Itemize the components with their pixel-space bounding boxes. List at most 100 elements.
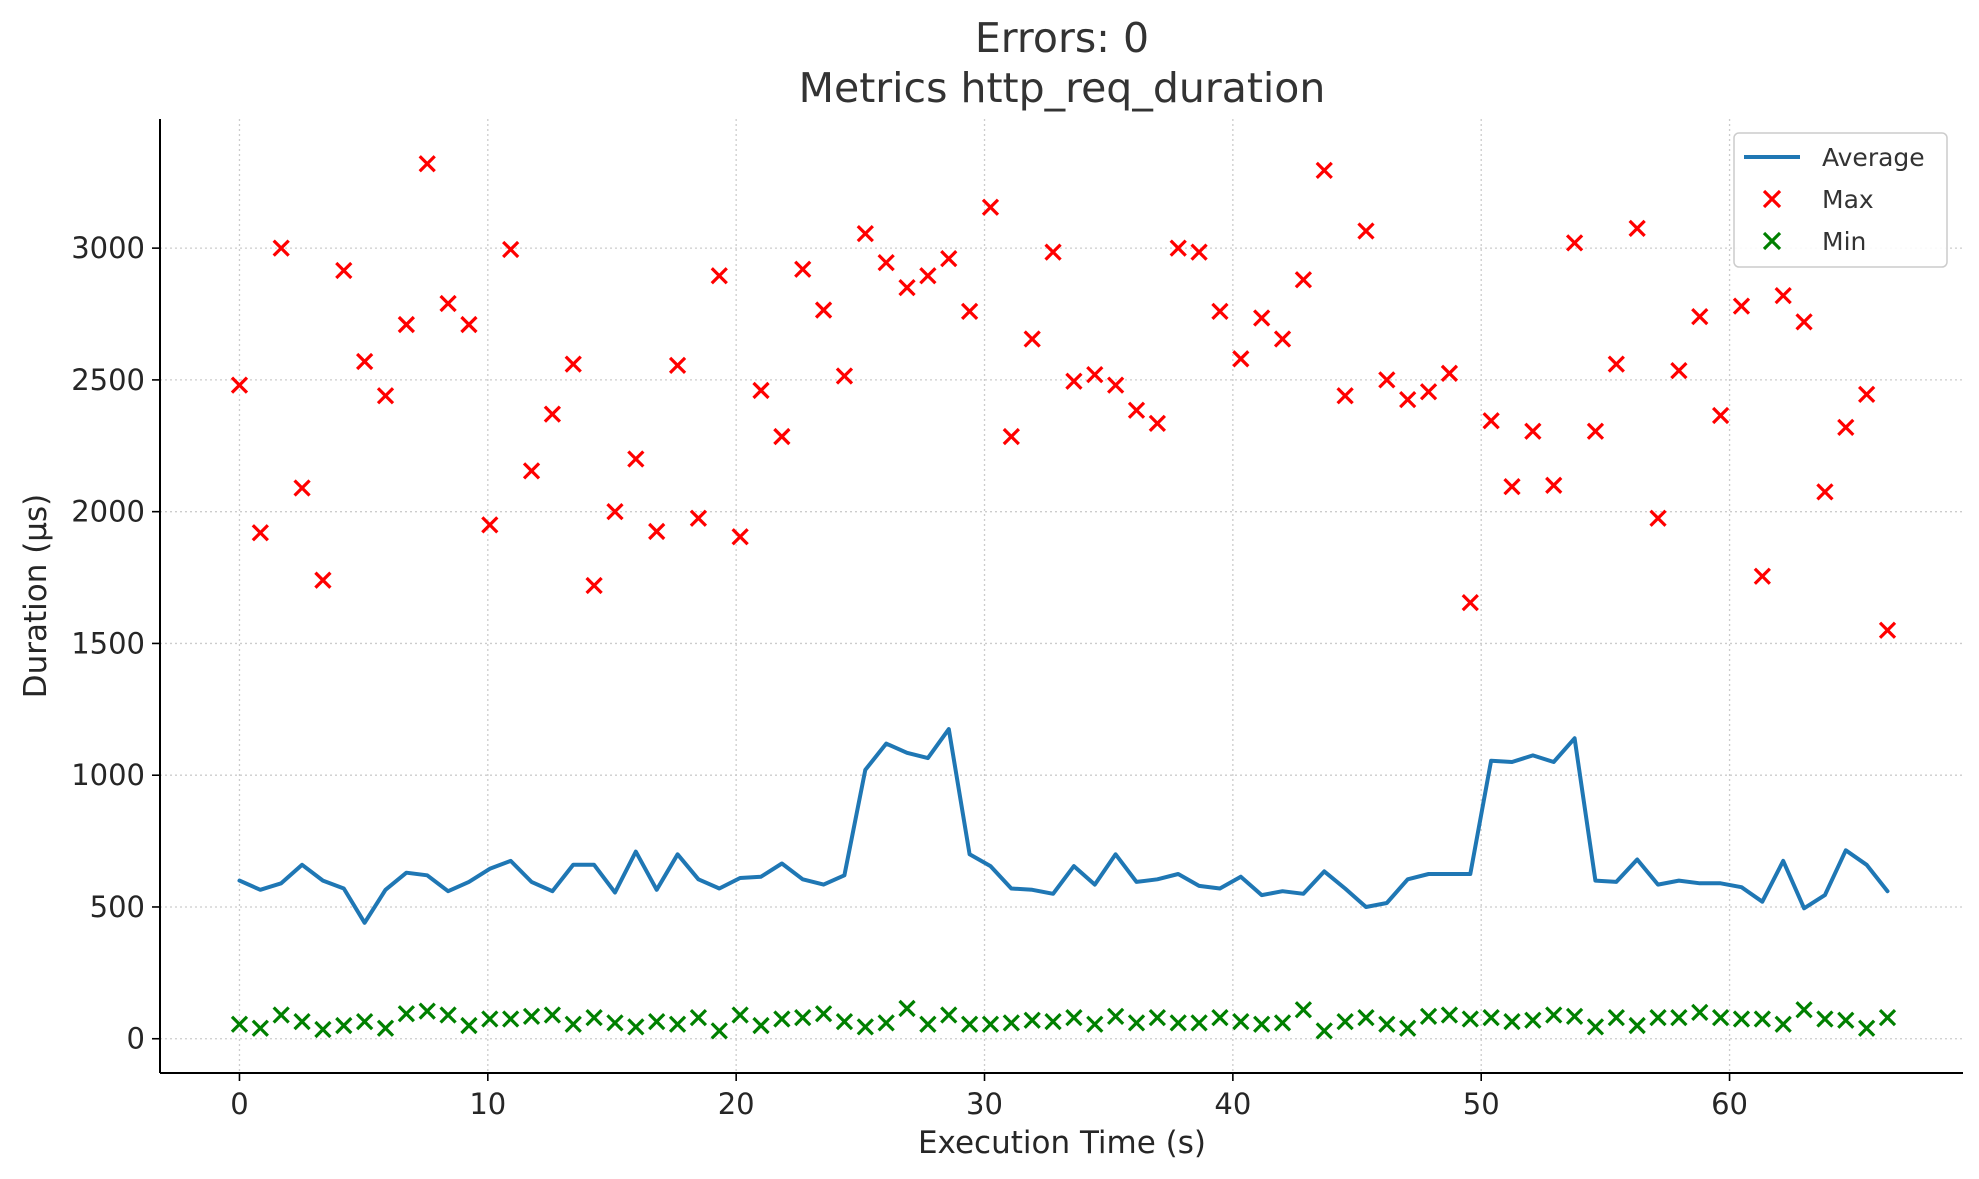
max-point	[1086, 365, 1104, 384]
min-point	[1837, 1011, 1855, 1029]
y-tick-label: 0	[127, 1022, 145, 1056]
min-point	[543, 1006, 562, 1024]
max-point	[1691, 308, 1709, 326]
max-point	[1878, 621, 1897, 639]
min-point	[1816, 1010, 1834, 1028]
min-point	[1294, 1001, 1313, 1019]
max-point	[1774, 286, 1792, 305]
legend-frame	[1733, 132, 1948, 268]
max-point	[1065, 372, 1083, 390]
y-tick-label: 1000	[71, 758, 145, 792]
min-point	[1107, 1007, 1125, 1025]
max-point	[710, 267, 728, 285]
max-point	[585, 576, 603, 595]
min-point	[877, 1014, 895, 1032]
max-point	[418, 155, 436, 173]
max-point	[1440, 364, 1459, 382]
chart-title: Errors: 0	[975, 14, 1149, 62]
max-point	[1357, 222, 1375, 240]
min-point	[1691, 1003, 1709, 1022]
max-point	[731, 528, 749, 546]
max-point	[1127, 401, 1146, 419]
max-point	[1795, 313, 1813, 331]
min-point	[1399, 1019, 1417, 1037]
max-point	[1503, 478, 1521, 496]
max-point	[481, 516, 499, 534]
min-point	[502, 1010, 520, 1028]
max-point	[960, 302, 979, 321]
max-point	[919, 267, 937, 285]
min-point	[1774, 1015, 1792, 1033]
max-point	[1732, 297, 1751, 315]
max-point	[1002, 427, 1020, 446]
min-point	[230, 1015, 249, 1033]
min-point	[1711, 1009, 1730, 1027]
min-point	[335, 1016, 353, 1035]
max-point	[856, 225, 874, 243]
min-point	[1503, 1012, 1521, 1031]
min-point	[522, 1007, 541, 1025]
min-point	[585, 1009, 603, 1027]
max-point	[1232, 350, 1250, 368]
min-point	[606, 1014, 624, 1032]
max-point	[835, 367, 854, 385]
min-point	[919, 1015, 937, 1033]
max-point	[1253, 309, 1271, 327]
max-point	[1628, 219, 1646, 237]
min-point	[981, 1015, 1000, 1033]
min-point	[1315, 1022, 1333, 1040]
max-point	[648, 522, 666, 541]
max-point	[1315, 161, 1333, 180]
min-point	[418, 1002, 436, 1020]
max-point	[522, 462, 541, 480]
min-point	[731, 1006, 749, 1024]
max-point	[1858, 385, 1876, 404]
max-point	[1023, 330, 1041, 348]
min-point	[1628, 1016, 1646, 1035]
min-point	[1357, 1009, 1375, 1027]
min-point	[397, 1005, 415, 1023]
max-series	[230, 155, 1897, 639]
max-point	[1524, 422, 1542, 440]
min-point	[1670, 1009, 1688, 1027]
min-point	[1565, 1007, 1584, 1025]
x-ticks: 0 10 20 30 40 50 60	[230, 1073, 1748, 1121]
max-point	[335, 261, 353, 280]
min-point	[1440, 1006, 1459, 1024]
max-point	[1545, 476, 1563, 494]
max-point	[1044, 243, 1062, 261]
max-point	[460, 315, 478, 334]
max-point	[814, 301, 833, 319]
min-point	[251, 1019, 269, 1037]
max-point	[356, 352, 374, 371]
min-point	[272, 1006, 290, 1024]
max-point	[397, 315, 415, 334]
max-point	[564, 355, 582, 373]
y-tick-label: 3000	[71, 231, 145, 265]
min-point	[689, 1009, 708, 1027]
y-axis-label: Duration (µs)	[18, 494, 54, 699]
min-point	[814, 1005, 833, 1023]
x-tick-label: 0	[230, 1087, 248, 1121]
min-point	[1169, 1014, 1187, 1032]
max-point	[1148, 414, 1166, 433]
x-tick-label: 60	[1711, 1087, 1748, 1121]
max-point	[230, 376, 249, 394]
grid	[160, 119, 1963, 1073]
max-point	[502, 240, 520, 259]
y-tick-label: 500	[90, 890, 145, 924]
min-point	[1795, 1001, 1813, 1019]
max-point	[981, 198, 1000, 216]
min-point	[1732, 1010, 1751, 1028]
min-point	[293, 1012, 311, 1031]
max-point	[1711, 406, 1730, 425]
max-point	[543, 405, 562, 423]
min-point	[773, 1010, 791, 1028]
x-tick-label: 10	[469, 1087, 506, 1121]
max-point	[1336, 387, 1354, 405]
min-point	[1336, 1012, 1354, 1031]
legend-max-label: Max	[1822, 185, 1874, 214]
max-point	[1190, 243, 1208, 261]
max-point	[606, 503, 624, 521]
